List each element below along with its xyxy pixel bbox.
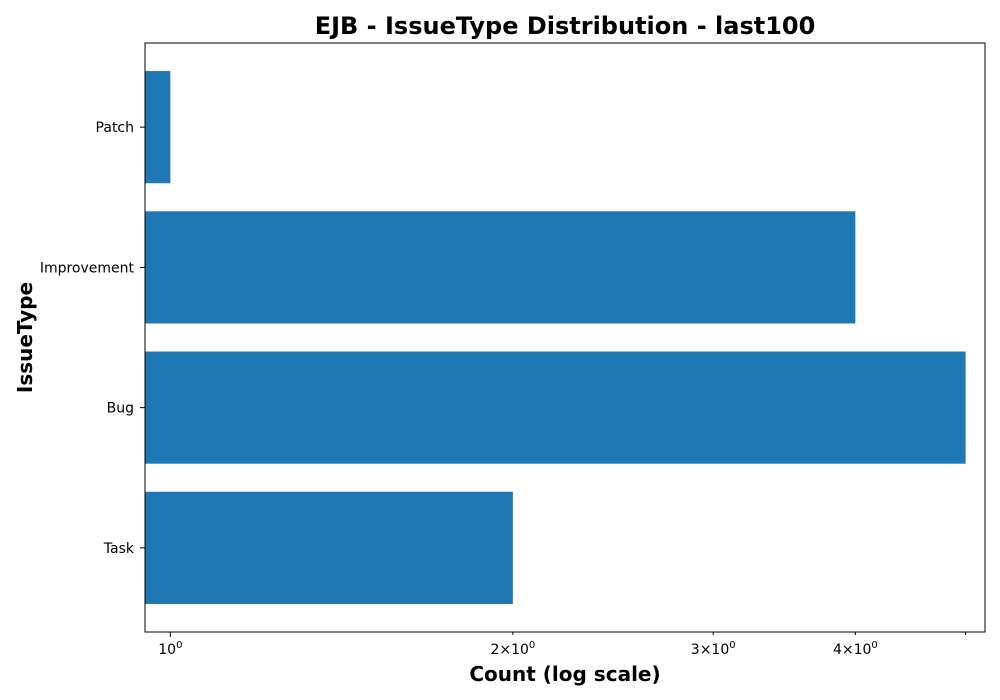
x-tick-label-2: 2×100 — [490, 640, 535, 658]
x-axis-title: Count (log scale) — [469, 662, 660, 686]
bar-patch — [145, 71, 171, 184]
bar-bug — [145, 351, 966, 464]
y-axis-title: IssueType — [13, 282, 37, 393]
plot-frame — [144, 42, 986, 633]
bar-task — [145, 491, 513, 604]
bar-improvement — [145, 211, 856, 324]
y-tick-label-patch: Patch — [96, 120, 134, 136]
y-tick-label-improvement: Improvement — [40, 260, 135, 276]
bars-layer — [145, 71, 966, 604]
x-tick-label-1: 100 — [158, 640, 182, 658]
x-tick-label-3: 3×100 — [691, 640, 736, 658]
chart-title: EJB - IssueType Distribution - last100 — [315, 12, 816, 40]
y-tick-label-task: Task — [103, 541, 135, 557]
y-tick-label-bug: Bug — [107, 401, 134, 417]
x-tick-label-4: 4×100 — [833, 640, 878, 658]
